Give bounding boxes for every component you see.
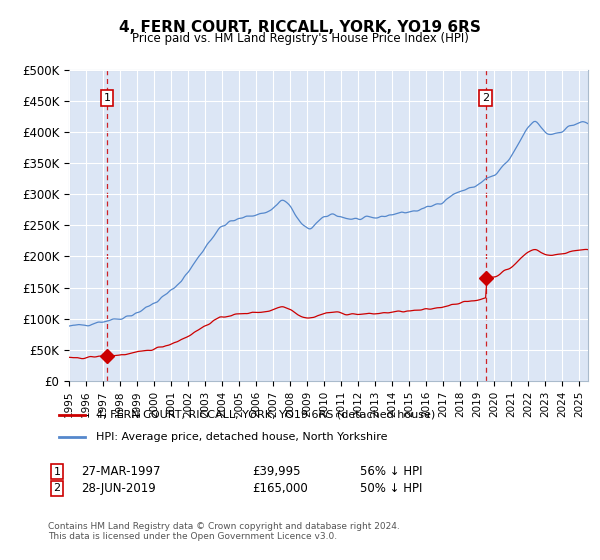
Text: 56% ↓ HPI: 56% ↓ HPI	[360, 465, 422, 478]
Text: 1: 1	[53, 466, 61, 477]
Text: 2: 2	[482, 93, 489, 103]
Text: 2: 2	[53, 483, 61, 493]
Text: 4, FERN COURT, RICCALL, YORK, YO19 6RS: 4, FERN COURT, RICCALL, YORK, YO19 6RS	[119, 20, 481, 35]
Text: £165,000: £165,000	[252, 482, 308, 495]
Text: Contains HM Land Registry data © Crown copyright and database right 2024.
This d: Contains HM Land Registry data © Crown c…	[48, 522, 400, 542]
Text: £39,995: £39,995	[252, 465, 301, 478]
Text: 1: 1	[103, 93, 110, 103]
Text: 27-MAR-1997: 27-MAR-1997	[81, 465, 161, 478]
Text: 50% ↓ HPI: 50% ↓ HPI	[360, 482, 422, 495]
Text: Price paid vs. HM Land Registry's House Price Index (HPI): Price paid vs. HM Land Registry's House …	[131, 32, 469, 45]
Text: HPI: Average price, detached house, North Yorkshire: HPI: Average price, detached house, Nort…	[95, 432, 387, 442]
Text: 28-JUN-2019: 28-JUN-2019	[81, 482, 156, 495]
Text: 4, FERN COURT, RICCALL, YORK, YO19 6RS (detached house): 4, FERN COURT, RICCALL, YORK, YO19 6RS (…	[95, 409, 435, 419]
